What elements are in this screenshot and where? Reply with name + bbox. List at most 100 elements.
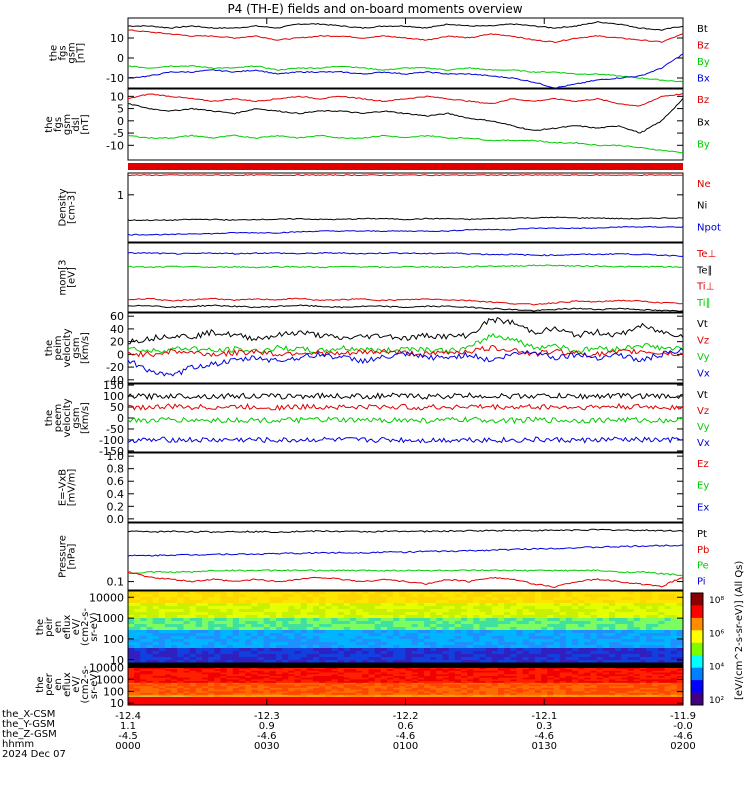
spectrogram-cell xyxy=(664,689,672,692)
spectrogram-cell xyxy=(442,686,450,689)
spectrogram-cell xyxy=(411,651,419,655)
spectrogram-cell xyxy=(189,645,197,649)
spectrogram-cell xyxy=(325,636,333,640)
spectrogram-cell xyxy=(510,591,518,595)
spectrogram-cell xyxy=(374,597,382,601)
spectrogram-cell xyxy=(300,651,308,655)
spectrogram-cell xyxy=(454,667,462,670)
spectrogram-cell xyxy=(220,689,228,692)
spectrogram-cell xyxy=(590,654,598,658)
spectrogram-cell xyxy=(621,682,629,686)
spectrogram-cell xyxy=(578,657,585,661)
spectrogram-cell xyxy=(165,609,172,613)
spectrogram-cell xyxy=(602,597,610,601)
spectrogram-cell xyxy=(467,600,474,604)
panel-frame xyxy=(127,88,684,161)
spectrogram-cell xyxy=(590,618,598,622)
spectrogram-cell xyxy=(442,633,450,637)
spectrogram-cell xyxy=(436,612,444,616)
spectrogram-cell xyxy=(183,669,191,672)
spectrogram-cell xyxy=(454,591,462,595)
spectrogram-cell xyxy=(485,591,493,595)
spectrogram-cell xyxy=(621,670,629,674)
spectrogram-cell xyxy=(417,621,425,625)
spectrogram-cell xyxy=(337,636,345,640)
y-tick-label: 150 xyxy=(103,379,124,392)
spectrogram-cell xyxy=(442,615,450,619)
y-axis-label: fgs xyxy=(58,45,69,60)
spectrogram-cell xyxy=(232,594,240,598)
spectrogram-cell xyxy=(251,679,259,682)
spectrogram-cell xyxy=(368,670,376,674)
spectrogram-cell xyxy=(510,636,518,640)
spectrogram-cell xyxy=(263,677,271,680)
spectrogram-cell xyxy=(128,627,135,631)
spectrogram-cell xyxy=(609,687,616,691)
y-axis-label: [cm-3] xyxy=(67,191,78,224)
spectrogram-cell xyxy=(152,600,160,604)
spectrogram-cell xyxy=(300,681,308,684)
spectrogram-cell xyxy=(609,691,616,694)
spectrogram-cell xyxy=(454,618,462,622)
spectrogram-cell xyxy=(393,657,400,661)
spectrogram-cell xyxy=(633,618,641,622)
spectrogram-cell xyxy=(590,687,598,691)
spectrogram-cell xyxy=(658,672,666,675)
spectrogram-cell xyxy=(226,657,234,661)
spectrogram-cell xyxy=(559,693,567,696)
spectrogram-cell xyxy=(171,603,178,607)
spectrogram-cell xyxy=(442,612,450,616)
spectrogram-cell xyxy=(442,621,450,625)
spectrogram-cell xyxy=(627,642,635,646)
spectrogram-cell xyxy=(177,633,185,637)
spectrogram-cell xyxy=(387,691,394,694)
spectrogram-cell xyxy=(473,672,481,675)
spectrogram-cell xyxy=(276,600,283,604)
spectrogram-cell xyxy=(547,603,555,607)
spectrogram-cell xyxy=(411,676,419,679)
y-axis-label: sr-eV) xyxy=(89,612,100,641)
legend-entry-Bx: Bx xyxy=(697,74,710,85)
spectrogram-cell xyxy=(670,687,678,691)
spectrogram-cell xyxy=(171,657,178,661)
spectrogram-cell xyxy=(652,597,659,601)
spectrogram-cell xyxy=(516,684,524,687)
spectrogram-cell xyxy=(263,618,271,622)
spectrogram-cell xyxy=(430,657,437,661)
spectrogram-cell xyxy=(177,657,185,661)
spectrogram-cell xyxy=(368,674,376,677)
spectrogram-cell xyxy=(578,600,585,604)
spectrogram-cell xyxy=(387,686,394,689)
spectrogram-cell xyxy=(189,686,197,689)
spectrogram-cell xyxy=(134,621,141,625)
spectrogram-cell xyxy=(424,693,431,696)
spectrogram-cell xyxy=(528,669,536,672)
spectrogram-cell xyxy=(257,689,265,692)
spectrogram-cell xyxy=(128,591,135,595)
spectrogram-cell xyxy=(559,689,567,692)
spectrogram-cell xyxy=(387,682,394,686)
spectrogram-cell xyxy=(609,612,616,616)
spectrogram-cell xyxy=(541,651,548,655)
spectrogram-cell xyxy=(510,624,518,628)
spectrogram-cell xyxy=(454,624,462,628)
spectrogram-cell xyxy=(152,669,160,672)
spectrogram-cell xyxy=(417,679,425,682)
spectrogram-cell xyxy=(288,691,296,694)
spectrogram-cell xyxy=(565,693,573,696)
spectrogram-cell xyxy=(208,679,215,682)
y-tick-label: -150 xyxy=(99,445,124,458)
spectrogram-cell xyxy=(627,682,635,686)
spectrogram-cell xyxy=(368,645,376,649)
spectrogram-cell xyxy=(214,633,222,637)
spectrogram-cell xyxy=(282,627,289,631)
spectrogram-cell xyxy=(337,612,345,616)
spectrogram-cell xyxy=(461,621,468,625)
spectrogram-cell xyxy=(417,618,425,622)
spectrogram-cell xyxy=(454,645,462,649)
spectrogram-cell xyxy=(491,681,499,684)
spectrogram-cell xyxy=(313,636,320,640)
spectrogram-cell xyxy=(405,642,413,646)
spectrogram-cell xyxy=(362,682,370,686)
spectrogram-cell xyxy=(590,660,598,664)
